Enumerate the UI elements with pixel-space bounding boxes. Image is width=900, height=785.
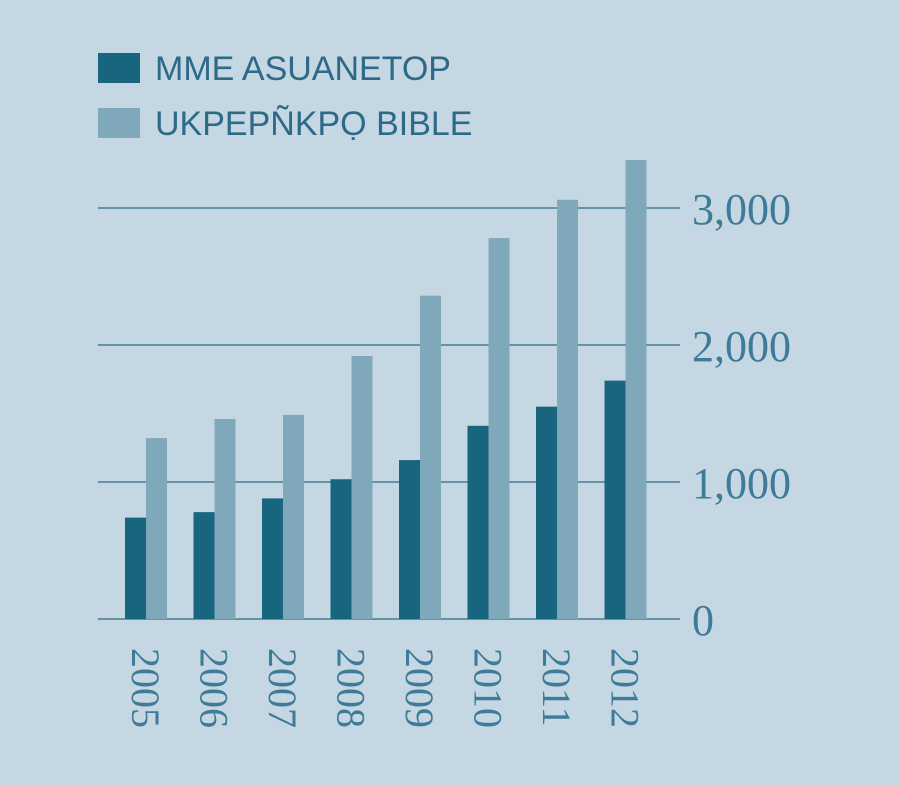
x-tick-label: 2011 (534, 648, 579, 727)
y-tick-label: 3,000 (692, 185, 791, 234)
bar-series-2-2010 (488, 238, 510, 619)
legend-label: MME ASUANETOP (155, 50, 451, 88)
bar-series-2-2011 (557, 199, 578, 619)
bar-series-2-2008 (351, 355, 373, 619)
bar-series-2-2005 (146, 438, 167, 619)
y-tick-label: 0 (692, 596, 714, 645)
bar-series-1-2007 (262, 498, 283, 619)
x-tick-label: 2006 (192, 648, 237, 728)
bar-series-1-2012 (604, 380, 626, 619)
bar-series-1-2008 (330, 479, 352, 619)
bar-series-2-2007 (283, 414, 304, 619)
legend: MME ASUANETOP UKPEPÑKPỌ BIBLE (98, 50, 472, 143)
x-tick-label: 2012 (603, 648, 648, 728)
legend-swatch (98, 108, 140, 138)
x-tick-label: 2005 (123, 648, 168, 728)
bar-series-2-2009 (420, 295, 441, 619)
bar-series-1-2011 (536, 406, 557, 619)
x-tick-label: 2009 (397, 648, 442, 728)
bar-series-2-2012 (625, 160, 647, 620)
y-tick-label: 2,000 (692, 322, 791, 371)
grid-lines (98, 207, 680, 620)
x-axis-categories: 2005 2006 2007 2008 2009 2010 2011 2012 (123, 648, 648, 728)
bars (125, 160, 647, 620)
bar-series-1-2010 (467, 425, 489, 619)
bar-series-1-2006 (193, 512, 215, 619)
x-tick-label: 2008 (329, 648, 374, 728)
x-tick-label: 2007 (260, 648, 305, 728)
bar-series-2-2006 (214, 418, 236, 619)
bar-series-1-2005 (125, 517, 146, 619)
bar-series-1-2009 (399, 460, 420, 619)
legend-label: UKPEPÑKPỌ BIBLE (155, 105, 472, 143)
y-axis-ticks: 0 1,000 2,000 3,000 (692, 185, 791, 645)
legend-swatch (98, 53, 140, 83)
x-tick-label: 2010 (466, 648, 511, 728)
y-tick-label: 1,000 (692, 459, 791, 508)
